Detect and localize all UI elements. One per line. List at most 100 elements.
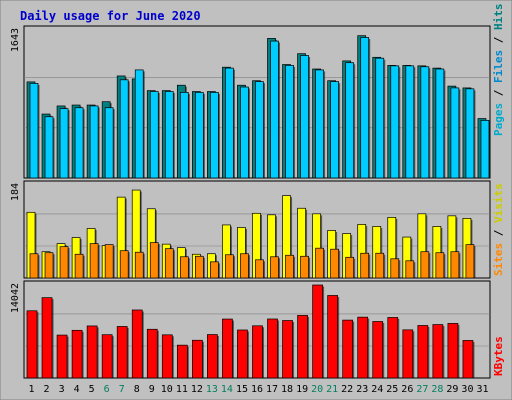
bar-bottom-kbytes-28: [432, 324, 444, 379]
bar-middle-sites-17: [270, 256, 279, 279]
bar-middle-sites-4: [74, 253, 84, 279]
legend-pages: Pages: [492, 103, 505, 136]
bar-middle-sites-9: [149, 242, 159, 279]
bar-top-files-3: [59, 108, 69, 179]
bar-bottom-kbytes-2: [41, 297, 53, 379]
bar-bottom-kbytes-21: [327, 295, 338, 379]
bar-middle-sites-27: [420, 251, 430, 279]
bar-middle-sites-21: [330, 248, 339, 279]
bar-top-files-9: [149, 91, 159, 179]
x-tick-label-27: 27: [416, 384, 428, 395]
bar-top-files-20: [315, 69, 324, 179]
bar-bottom-kbytes-16: [252, 325, 263, 379]
x-tick-label-19: 19: [296, 384, 308, 395]
x-tick-label-18: 18: [281, 384, 293, 395]
x-tick-label-5: 5: [89, 384, 95, 395]
bar-bottom-kbytes-27: [417, 325, 429, 379]
bar-bottom-kbytes-25: [387, 317, 399, 379]
bar-bottom-kbytes-15: [237, 329, 248, 379]
bar-bottom-kbytes-8: [131, 309, 143, 379]
axis-max-label-bottom: 14042: [10, 283, 21, 313]
bar-middle-sites-23: [360, 252, 370, 279]
bar-top-files-28: [435, 68, 445, 179]
bar-top-files-13: [210, 92, 219, 179]
x-tick-label-7: 7: [119, 384, 125, 395]
bar-top-files-25: [390, 65, 400, 179]
bar-middle-sites-20: [315, 247, 324, 279]
bar-bottom-kbytes-22: [342, 319, 354, 379]
x-tick-label-21: 21: [326, 384, 338, 395]
x-tick-label-23: 23: [356, 384, 368, 395]
axis-max-label-top: 1643: [10, 28, 21, 52]
bar-top-files-7: [119, 79, 129, 179]
x-tick-label-13: 13: [206, 384, 218, 395]
legend-kbytes: KBytes: [492, 336, 505, 376]
bar-top-files-24: [375, 57, 385, 179]
bar-top-files-4: [74, 107, 84, 179]
bar-middle-sites-28: [435, 252, 445, 279]
bar-bottom-kbytes-13: [207, 334, 218, 379]
bar-bottom-kbytes-17: [267, 318, 278, 379]
chart-title: Daily usage for June 2020: [20, 9, 201, 23]
bar-middle-sites-1: [29, 253, 39, 279]
bar-bottom-kbytes-6: [101, 334, 113, 379]
x-tick-label-2: 2: [44, 384, 50, 395]
bar-middle-sites-10: [164, 248, 174, 279]
x-tick-label-22: 22: [341, 384, 353, 395]
bar-bottom-kbytes-14: [222, 318, 233, 379]
x-tick-label-26: 26: [401, 384, 413, 395]
bar-bottom-kbytes-30: [462, 340, 474, 379]
x-tick-label-24: 24: [371, 384, 383, 395]
bar-bottom-kbytes-11: [176, 344, 188, 379]
legend-bottom: KBytes: [492, 336, 505, 376]
bar-middle-sites-22: [345, 256, 355, 279]
bar-bottom-kbytes-18: [282, 320, 293, 379]
x-tick-label-1: 1: [29, 384, 35, 395]
x-tick-label-8: 8: [134, 384, 140, 395]
legend-files: Files: [492, 50, 505, 83]
legend-top-separator: /: [492, 83, 505, 103]
x-tick-label-9: 9: [149, 384, 155, 395]
x-tick-label-11: 11: [176, 384, 188, 395]
legend-middle-separator: /: [492, 223, 505, 243]
x-tick-label-31: 31: [476, 384, 488, 395]
bar-middle-sites-29: [450, 251, 460, 279]
bar-bottom-kbytes-20: [312, 284, 323, 379]
bar-bottom-kbytes-7: [116, 326, 128, 379]
legend-visits: Visits: [492, 183, 505, 223]
bar-top-files-23: [360, 37, 370, 179]
bar-top-files-6: [104, 107, 114, 179]
bar-bottom-kbytes-10: [161, 334, 173, 379]
x-tick-label-15: 15: [236, 384, 248, 395]
x-tick-label-16: 16: [251, 384, 263, 395]
bar-top-files-15: [240, 86, 249, 179]
bar-middle-sites-12: [195, 255, 204, 279]
x-tick-label-25: 25: [386, 384, 398, 395]
bar-top-files-14: [225, 67, 234, 179]
bar-top-files-19: [300, 55, 309, 179]
bar-middle-sites-6: [104, 244, 114, 279]
bar-top-files-5: [89, 105, 99, 179]
bar-middle-sites-3: [59, 246, 69, 279]
x-tick-label-3: 3: [59, 384, 65, 395]
x-tick-label-30: 30: [461, 384, 473, 395]
bar-top-files-22: [345, 62, 355, 179]
axis-max-label-middle: 184: [10, 183, 21, 201]
bar-bottom-kbytes-23: [357, 316, 369, 379]
bar-middle-sites-8: [134, 251, 144, 279]
x-tick-label-14: 14: [221, 384, 233, 395]
bar-top-files-30: [465, 88, 475, 179]
bar-top-files-12: [195, 92, 204, 179]
x-tick-label-29: 29: [446, 384, 458, 395]
bar-top-files-2: [44, 116, 54, 179]
bar-top-files-8: [134, 69, 144, 179]
bar-top-files-18: [285, 65, 294, 179]
bar-bottom-kbytes-5: [86, 325, 98, 379]
bar-top-files-10: [164, 91, 174, 179]
bar-middle-sites-18: [285, 254, 294, 279]
bar-top-files-27: [420, 66, 430, 179]
bar-middle-sites-30: [465, 244, 475, 279]
bar-top-files-26: [405, 65, 415, 179]
bar-bottom-kbytes-19: [297, 315, 308, 379]
legend-sites: Sites: [492, 243, 505, 276]
